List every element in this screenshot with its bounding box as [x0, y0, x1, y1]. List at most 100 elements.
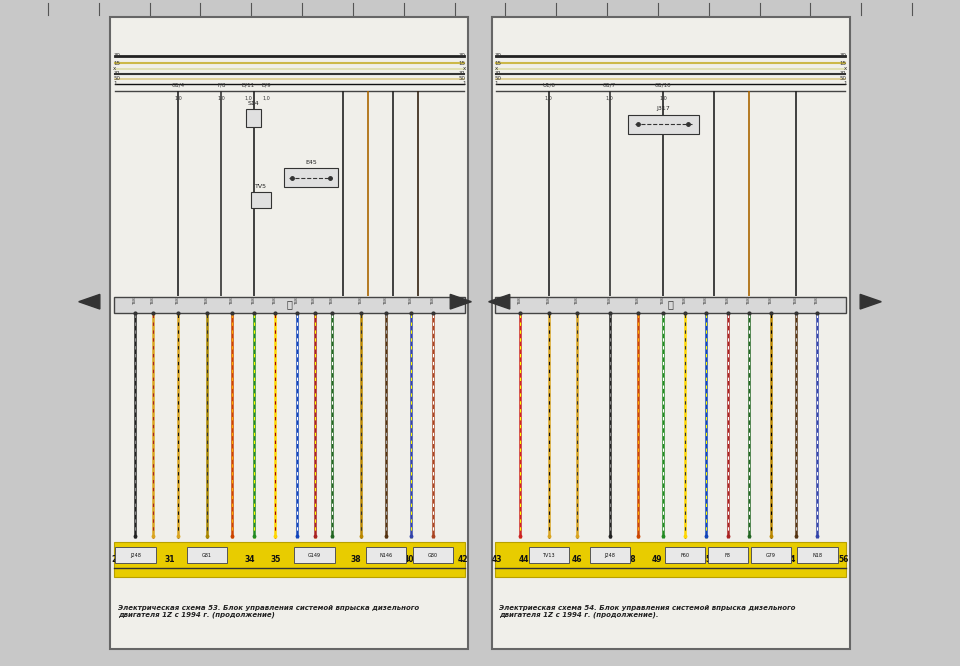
Text: 1: 1: [494, 81, 498, 86]
Bar: [529, 547, 569, 563]
Bar: [295, 547, 335, 563]
Text: T68: T68: [330, 298, 334, 305]
Text: T68: T68: [683, 298, 687, 305]
Text: T68: T68: [636, 298, 640, 305]
Text: 50: 50: [494, 76, 501, 81]
Text: T68: T68: [747, 298, 752, 305]
Bar: [495, 296, 846, 312]
Text: x: x: [463, 66, 466, 71]
Bar: [114, 296, 465, 312]
Text: G1/10: G1/10: [655, 83, 672, 87]
Text: 30: 30: [459, 53, 466, 59]
Text: 50: 50: [459, 76, 466, 81]
Text: T68: T68: [230, 298, 234, 305]
Text: 55: 55: [812, 555, 823, 563]
Text: 30: 30: [113, 53, 120, 59]
Text: G1/4: G1/4: [172, 83, 185, 87]
Text: 56: 56: [839, 555, 849, 563]
Text: 31: 31: [113, 71, 120, 76]
Text: J248: J248: [130, 553, 141, 557]
Bar: [247, 109, 261, 127]
Text: 33: 33: [218, 555, 228, 563]
Bar: [115, 547, 156, 563]
Polygon shape: [450, 294, 471, 309]
Polygon shape: [489, 294, 510, 309]
Text: T68: T68: [177, 298, 180, 305]
Text: 30: 30: [137, 555, 148, 563]
Bar: [366, 547, 406, 563]
Text: 1: 1: [113, 81, 117, 86]
Bar: [110, 17, 468, 649]
Text: T68: T68: [359, 298, 363, 305]
Text: E45: E45: [305, 160, 317, 165]
Text: 39: 39: [377, 555, 388, 563]
Text: T68: T68: [152, 298, 156, 305]
Text: 31: 31: [164, 555, 175, 563]
Text: G79: G79: [766, 553, 776, 557]
Text: 1,0: 1,0: [606, 96, 613, 101]
Text: N18: N18: [812, 553, 823, 557]
Text: 40: 40: [404, 555, 415, 563]
Text: 49: 49: [652, 555, 662, 563]
Text: T68: T68: [252, 298, 255, 305]
Text: 38: 38: [350, 555, 361, 563]
Text: T68: T68: [273, 298, 277, 305]
Text: T68: T68: [518, 298, 522, 305]
Text: 35: 35: [271, 555, 281, 563]
Text: T68: T68: [431, 298, 435, 305]
Text: T68: T68: [547, 298, 551, 305]
Text: 1: 1: [843, 81, 847, 86]
Text: Электрическая схема 53. Блок управления системой впрыска дизельного
двигателя 1Z: Электрическая схема 53. Блок управления …: [118, 605, 420, 618]
Text: T68: T68: [409, 298, 413, 305]
Bar: [797, 547, 837, 563]
Bar: [628, 115, 699, 134]
Text: 1,0: 1,0: [218, 96, 226, 101]
Text: 15: 15: [494, 61, 501, 66]
Text: T68: T68: [705, 298, 708, 305]
Text: 30: 30: [840, 53, 847, 59]
Bar: [413, 547, 453, 563]
Text: 15: 15: [459, 61, 466, 66]
Text: 29: 29: [111, 555, 121, 563]
Text: T68: T68: [205, 298, 209, 305]
Text: G149: G149: [308, 553, 321, 557]
Text: 53: 53: [758, 555, 769, 563]
Text: S14: S14: [248, 101, 259, 106]
Text: 31: 31: [494, 71, 501, 76]
Text: G1/7: G1/7: [603, 83, 616, 87]
Text: 15: 15: [840, 61, 847, 66]
Text: T68: T68: [575, 298, 580, 305]
Text: 47: 47: [599, 555, 610, 563]
Text: T68: T68: [815, 298, 820, 305]
Text: G81: G81: [203, 553, 212, 557]
Text: 1,0: 1,0: [175, 96, 182, 101]
Text: 30: 30: [494, 53, 501, 59]
Text: 51: 51: [706, 555, 716, 563]
Text: D/9: D/9: [261, 83, 271, 87]
Text: 52: 52: [732, 555, 742, 563]
Text: N146: N146: [379, 553, 393, 557]
Polygon shape: [860, 294, 881, 309]
Bar: [495, 542, 846, 577]
Text: Ⓡ: Ⓡ: [286, 300, 293, 310]
Text: 50: 50: [840, 76, 847, 81]
Text: x: x: [494, 66, 497, 71]
Text: T68: T68: [726, 298, 730, 305]
Text: F60: F60: [681, 553, 689, 557]
Bar: [251, 192, 271, 208]
Text: 54: 54: [785, 555, 796, 563]
Text: 34: 34: [244, 555, 254, 563]
Text: 50: 50: [113, 76, 120, 81]
Text: T68: T68: [133, 298, 137, 305]
Bar: [589, 547, 630, 563]
Text: 37: 37: [324, 555, 335, 563]
Bar: [114, 542, 465, 577]
Text: T68: T68: [661, 298, 665, 305]
Text: U1/6: U1/6: [542, 83, 555, 87]
Text: 1,0: 1,0: [545, 96, 553, 101]
Text: 31: 31: [840, 71, 847, 76]
Text: F8: F8: [725, 553, 731, 557]
Bar: [751, 547, 791, 563]
Text: 43: 43: [492, 555, 502, 563]
Bar: [708, 547, 748, 563]
